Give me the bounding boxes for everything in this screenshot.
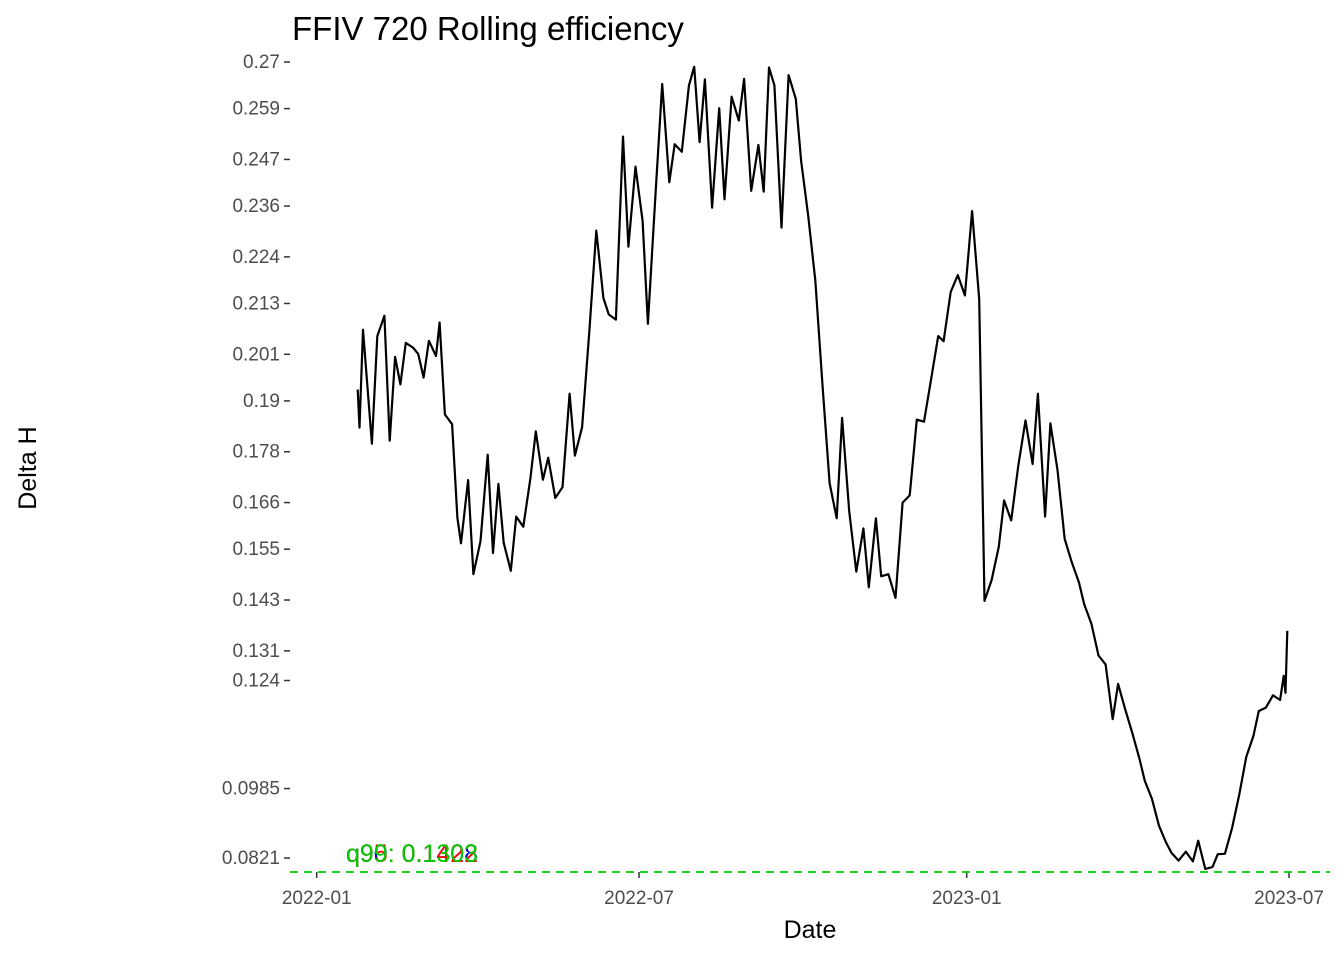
y-tick-label: 0.236 xyxy=(232,196,280,217)
x-axis-title: Date xyxy=(784,916,837,944)
y-tick-label: 0.0985 xyxy=(222,779,280,800)
y-axis-title: Delta H xyxy=(14,426,42,509)
quantile-annotation: q95: 0.1422 xyxy=(346,840,478,868)
series-line xyxy=(356,65,1289,871)
x-tick-label: 2022-07 xyxy=(604,888,674,909)
y-tick-label: 0.0821 xyxy=(222,848,280,869)
x-tick-label: 2022-01 xyxy=(282,888,352,909)
x-axis: 2022-01 2022-07 2023-01 2023-07 xyxy=(282,872,1324,909)
y-tick-label: 0.166 xyxy=(232,493,280,514)
quantile-annotation: q99: 0.1303 xyxy=(346,840,478,868)
y-tick-label: 0.131 xyxy=(232,641,280,662)
y-tick-label: 0.247 xyxy=(232,149,280,170)
y-axis: 0.0821 0.0985 0.124 0.131 0.143 0.155 0.166 0.1… xyxy=(222,52,290,869)
y-tick-label: 0.178 xyxy=(232,442,280,463)
x-tick-label: 2023-01 xyxy=(932,888,1002,909)
chart-title: FFIV 720 Rolling efficiency xyxy=(292,10,684,47)
quantile-annotation: q90: 0.1408 xyxy=(346,840,478,868)
y-tick-label: 0.259 xyxy=(232,99,280,120)
y-tick-label: 0.143 xyxy=(232,590,280,611)
y-tick-label: 0.201 xyxy=(232,344,280,365)
x-tick-label: 2023-07 xyxy=(1254,888,1324,909)
y-tick-label: 0.155 xyxy=(232,539,280,560)
y-tick-label: 0.19 xyxy=(243,391,280,412)
y-tick-label: 0.224 xyxy=(232,247,280,268)
y-tick-label: 0.213 xyxy=(232,293,280,314)
y-tick-label: 0.27 xyxy=(243,52,280,73)
y-tick-label: 0.124 xyxy=(232,671,280,692)
